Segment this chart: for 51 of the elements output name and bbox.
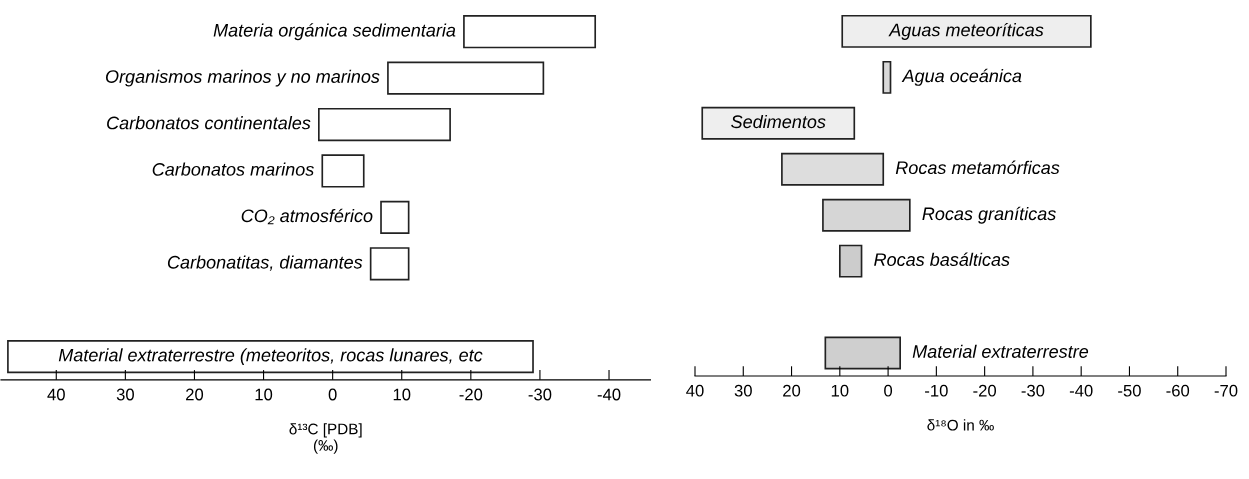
category-label: Rocas metamórficas <box>895 160 1060 175</box>
bar <box>882 60 892 94</box>
category-label: Material extraterrestre <box>912 344 1089 358</box>
x-tick-label: 0 <box>884 384 893 397</box>
bar <box>317 107 451 142</box>
bar <box>701 106 856 140</box>
bar <box>369 247 410 281</box>
bar <box>321 154 365 188</box>
x-tick-label: -70 <box>1214 384 1238 397</box>
category-label: Organismos marinos y no marinos <box>105 69 380 87</box>
x-tick-label: -40 <box>597 388 621 401</box>
x-tick-label: -60 <box>1166 384 1190 397</box>
x-tick-label: 30 <box>734 384 752 397</box>
x-tick-label: 0 <box>328 388 337 401</box>
category-label: Material extraterrestre (meteoritos, rocas lunares, etc <box>58 348 483 366</box>
x-axis-title: δ¹³C [PDB] (‰) <box>289 423 362 454</box>
x-tick-label: -30 <box>1021 384 1045 397</box>
x-tick-label: 10 <box>393 388 411 401</box>
x-tick-label: -10 <box>925 384 948 397</box>
x-tick-label: -40 <box>1069 384 1093 397</box>
bar <box>380 200 410 234</box>
bar <box>387 61 545 95</box>
x-tick-label: 30 <box>116 388 134 401</box>
bar <box>781 152 885 186</box>
x-tick-label: -20 <box>973 384 997 397</box>
x-tick-label: 10 <box>255 388 273 401</box>
category-label: CO₂ atmosférico <box>241 208 373 225</box>
bar <box>7 340 534 374</box>
category-label: Rocas basálticas <box>874 252 1010 266</box>
x-tick-label: -20 <box>459 388 483 401</box>
category-label: Carbonatitas, diamantes <box>167 255 363 271</box>
x-tick-label: 10 <box>831 384 849 397</box>
category-label: Rocas graníticas <box>922 206 1056 224</box>
bar <box>822 198 911 232</box>
category-label: Materia orgánica sedimentaria <box>213 23 456 41</box>
bar <box>838 244 863 278</box>
x-tick-label: 20 <box>186 388 204 401</box>
bar <box>463 15 597 49</box>
x-tick-label: 20 <box>783 384 801 397</box>
x-axis-title: δ¹⁸O in ‰ <box>927 419 994 431</box>
x-tick-label: -30 <box>528 388 552 401</box>
category-label: Sedimentos <box>731 114 826 129</box>
bar <box>841 14 1092 48</box>
x-tick-label: 40 <box>47 388 65 401</box>
category-label: Agua oceánica <box>901 68 1022 86</box>
category-label: Carbonatos continentales <box>107 116 311 130</box>
x-tick-label: 40 <box>686 384 704 397</box>
category-label: Carbonatos marinos <box>152 162 314 176</box>
bar <box>824 336 901 370</box>
category-label: Aguas meteoríticas <box>888 22 1044 40</box>
x-tick-label: -50 <box>1118 384 1141 397</box>
